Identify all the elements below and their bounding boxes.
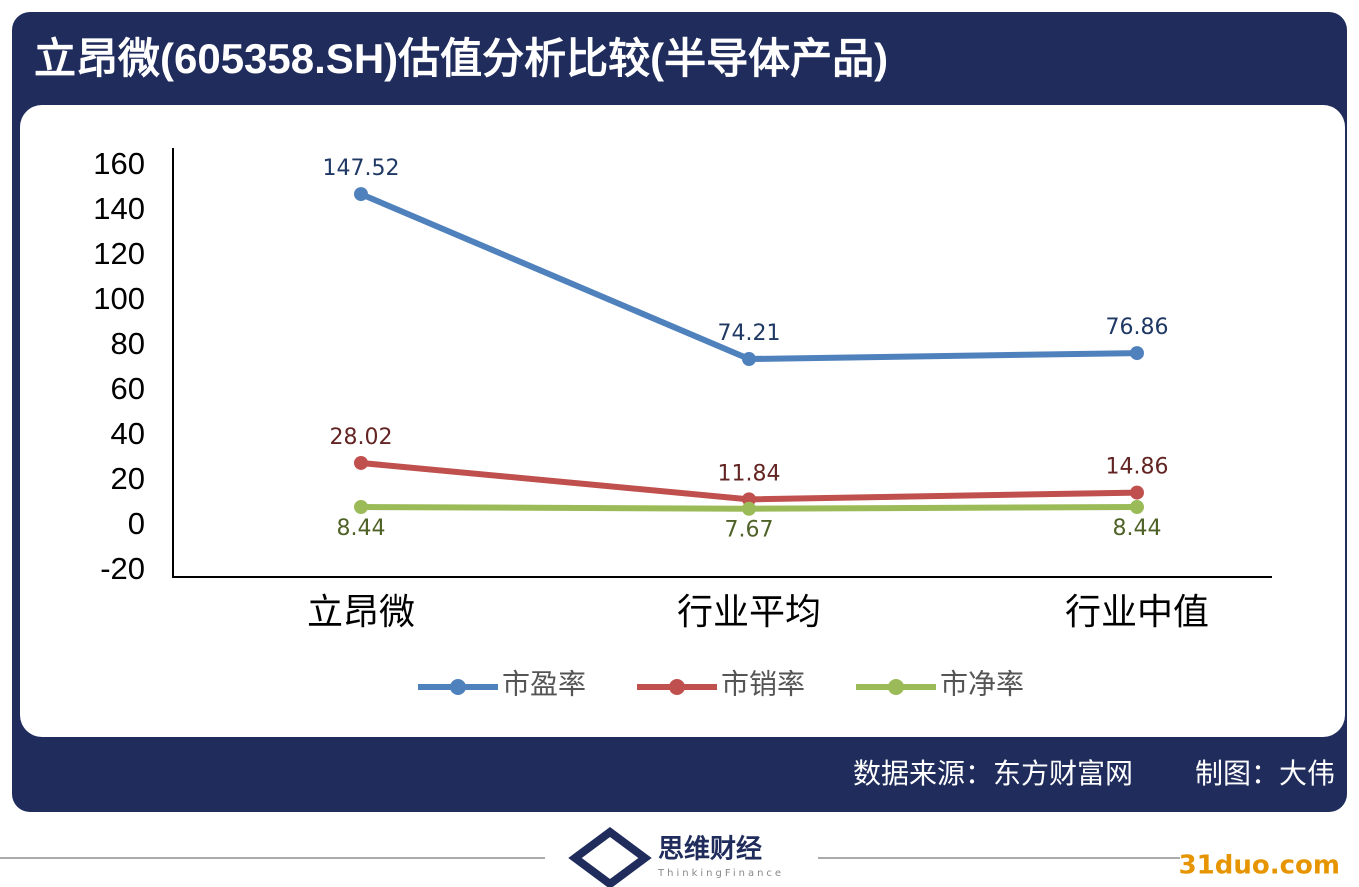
legend-label: 市净率: [940, 668, 1024, 701]
y-tick-label: 40: [111, 416, 145, 451]
x-tick-label: 行业中值: [1065, 592, 1209, 633]
data-label: 76.86: [1106, 315, 1169, 340]
data-label: 28.02: [330, 425, 393, 450]
credit: 制图：大伟: [1195, 757, 1335, 790]
point: [1130, 485, 1144, 500]
point: [1130, 500, 1144, 515]
y-tick-label: 100: [93, 281, 145, 316]
data-label: 8.44: [337, 516, 386, 541]
data-label: 147.52: [323, 156, 400, 181]
source: 数据来源：东方财富网: [853, 757, 1133, 790]
y-tick-label: 160: [93, 146, 145, 181]
data-label: 11.84: [718, 461, 781, 486]
point: [354, 187, 368, 202]
legend-marker: [888, 679, 904, 695]
y-tick-label: 60: [111, 371, 145, 406]
y-tick-label: 20: [111, 461, 145, 496]
watermark: 31duo.com: [1179, 851, 1340, 881]
point: [742, 501, 756, 516]
point: [742, 352, 756, 367]
brand-logo: [568, 827, 652, 887]
x-tick-label: 立昂微: [307, 592, 415, 633]
point: [354, 455, 368, 470]
point: [1130, 346, 1144, 361]
x-tick-label: 行业平均: [677, 592, 821, 633]
y-tick-label: 80: [111, 326, 145, 361]
y-tick-label: -20: [100, 551, 145, 586]
chart-title: 立昂微(605358.SH)估值分析比较(半导体产品): [34, 35, 888, 82]
y-tick-label: 0: [128, 506, 145, 541]
y-tick-label: 140: [93, 191, 145, 226]
data-label: 14.86: [1106, 455, 1169, 480]
legend-marker: [669, 679, 685, 695]
legend-label: 市盈率: [502, 668, 586, 701]
data-label: 8.44: [1113, 516, 1162, 541]
brand: 思维财经: [658, 834, 762, 865]
data-label: 7.67: [725, 518, 774, 543]
y-tick-label: 120: [93, 236, 145, 271]
plot-panel: [20, 105, 1345, 737]
data-label: 74.21: [718, 321, 781, 346]
point: [354, 500, 368, 515]
legend-marker: [450, 679, 466, 695]
brand-en: ThinkingFinance: [657, 868, 784, 879]
legend-label: 市销率: [721, 668, 805, 701]
